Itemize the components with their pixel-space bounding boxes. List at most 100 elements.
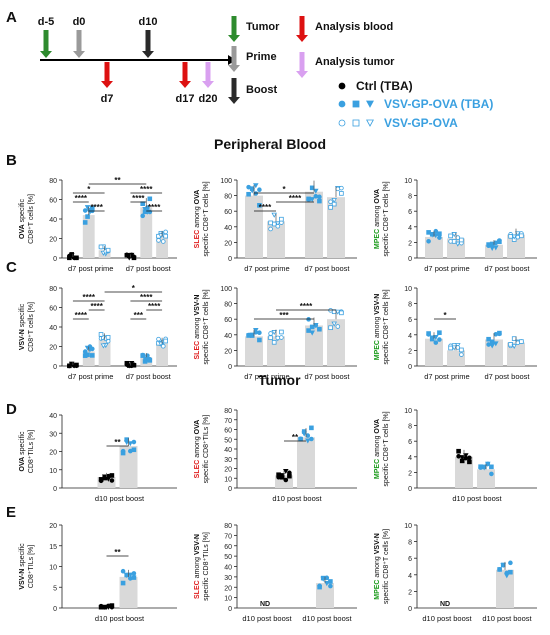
data-point xyxy=(500,562,506,569)
data-point xyxy=(305,433,311,438)
y-tick-label: 8 xyxy=(408,194,412,201)
data-point xyxy=(467,455,472,461)
y-tick-label: 0 xyxy=(228,364,232,371)
sig-label: ** xyxy=(292,433,299,442)
data-point xyxy=(101,474,108,480)
bar xyxy=(245,336,263,366)
timeline-label: d7 xyxy=(101,93,114,105)
x-tick-label: d10 post boost xyxy=(95,614,145,623)
data-point xyxy=(433,340,439,345)
y-axis-label: MPEC among OVA xyxy=(374,189,381,249)
key-arrow xyxy=(228,78,240,104)
y-tick-label: 10 xyxy=(224,596,232,603)
data-point xyxy=(257,330,262,336)
sig-label: **** xyxy=(300,302,313,311)
key-arrow xyxy=(296,16,308,42)
y-tick-label: 20 xyxy=(49,523,57,530)
data-point xyxy=(451,345,457,351)
data-point xyxy=(105,335,111,340)
y-tick-label: 5 xyxy=(53,585,57,592)
data-point xyxy=(101,604,108,610)
sig-label: * xyxy=(443,311,447,320)
bar xyxy=(327,319,345,366)
y-tick-label: 20 xyxy=(49,450,57,457)
data-point xyxy=(437,330,442,335)
data-point xyxy=(335,186,341,192)
data-point xyxy=(105,247,111,253)
y-axis-label-2: specific CD8⁺T cells [%] xyxy=(383,289,390,364)
data-point xyxy=(328,583,333,589)
data-point xyxy=(328,579,333,584)
y-tick-label: 0 xyxy=(228,606,232,613)
y-tick-label: 20 xyxy=(224,585,232,592)
y-tick-label: 0 xyxy=(53,606,57,613)
legend-label: VSV-GP-OVA xyxy=(384,116,458,130)
chart-slec-ova-blood: 0 20 40 60 80 100 SLEC among OVA specific CD8⁺T… xyxy=(194,178,357,273)
chart-mpec-ova-blood: 0 2 4 6 8 10 MPEC among OVA specific CD8⁺T cell… xyxy=(374,178,537,273)
data-point xyxy=(328,199,333,205)
data-point xyxy=(309,436,314,442)
y-tick-label: 30 xyxy=(224,575,232,582)
data-point xyxy=(140,213,146,219)
y-tick-label: 80 xyxy=(224,523,232,530)
y-axis-label-2: specific CD8⁺T cells [%] xyxy=(383,411,390,486)
data-point xyxy=(298,436,303,442)
y-tick-label: 4 xyxy=(408,573,412,580)
sig-label: **** xyxy=(140,293,153,302)
data-point xyxy=(433,335,439,341)
data-point xyxy=(508,560,513,566)
data-point xyxy=(98,604,104,610)
data-point xyxy=(275,221,281,227)
y-tick-label: 6 xyxy=(408,209,412,216)
timeline-arrow xyxy=(142,30,154,58)
data-point xyxy=(456,448,461,454)
y-tick-label: 2 xyxy=(408,589,412,596)
chart-vsvn-specific-blood: 0 20 40 60 80 VSV-N specific CD8⁺T cells [%] d7… xyxy=(19,284,177,381)
data-point xyxy=(275,223,281,229)
y-axis-label: MPEC among OVA xyxy=(374,419,381,479)
y-tick-label: 40 xyxy=(224,333,232,340)
y-axis-label-2: specific CD8⁺T cells [%] xyxy=(383,529,390,604)
y-tick-label: 40 xyxy=(49,413,57,420)
data-point xyxy=(313,323,319,328)
data-point xyxy=(324,575,330,581)
chart-slec-vsvn-tumor: 0 10 20 30 40 50 60 70 80 SLEC among VSV-N specifi… xyxy=(194,523,357,623)
data-point xyxy=(249,188,255,194)
data-point xyxy=(271,339,277,345)
timeline-label: d20 xyxy=(199,93,218,105)
key-label: Analysis blood xyxy=(315,21,393,33)
data-point xyxy=(309,330,315,336)
data-point xyxy=(508,569,513,575)
timeline-arrow xyxy=(101,62,113,88)
data-point xyxy=(317,194,322,200)
y-tick-label: 0 xyxy=(408,486,412,493)
y-tick-label: 0 xyxy=(228,256,232,263)
y-tick-label: 80 xyxy=(224,194,232,201)
data-point xyxy=(338,100,346,108)
data-point xyxy=(433,233,439,239)
sig-label: * xyxy=(87,185,91,194)
x-tick-label: d10 post boost xyxy=(302,614,352,623)
data-point xyxy=(481,465,487,471)
chart-mpec-vsvn-tumor: 0 2 4 6 8 10 MPEC among VSV-N specific CD8⁺T ce… xyxy=(374,523,537,623)
y-tick-label: 40 xyxy=(224,447,232,454)
data-point xyxy=(82,353,88,358)
y-tick-label: 15 xyxy=(49,544,57,551)
data-point xyxy=(283,469,289,475)
legend-label: VSV-GP-OVA (TBA) xyxy=(384,97,493,111)
data-point xyxy=(127,572,134,578)
data-point xyxy=(271,212,277,218)
sig-label: **** xyxy=(132,194,145,203)
y-axis-label-2: CD8⁺TILs [%] xyxy=(28,545,35,588)
data-point xyxy=(142,356,148,362)
data-point xyxy=(437,231,442,237)
data-point xyxy=(120,450,126,456)
y-tick-label: 4 xyxy=(408,333,412,340)
sig-label: **** xyxy=(90,302,103,311)
x-tick-label: d7 post boost xyxy=(304,372,350,381)
y-axis-label-2: CD8⁺T cells [%] xyxy=(28,302,35,352)
data-point xyxy=(451,232,457,238)
data-point xyxy=(497,567,502,572)
bar xyxy=(485,244,503,258)
data-point xyxy=(309,197,315,203)
